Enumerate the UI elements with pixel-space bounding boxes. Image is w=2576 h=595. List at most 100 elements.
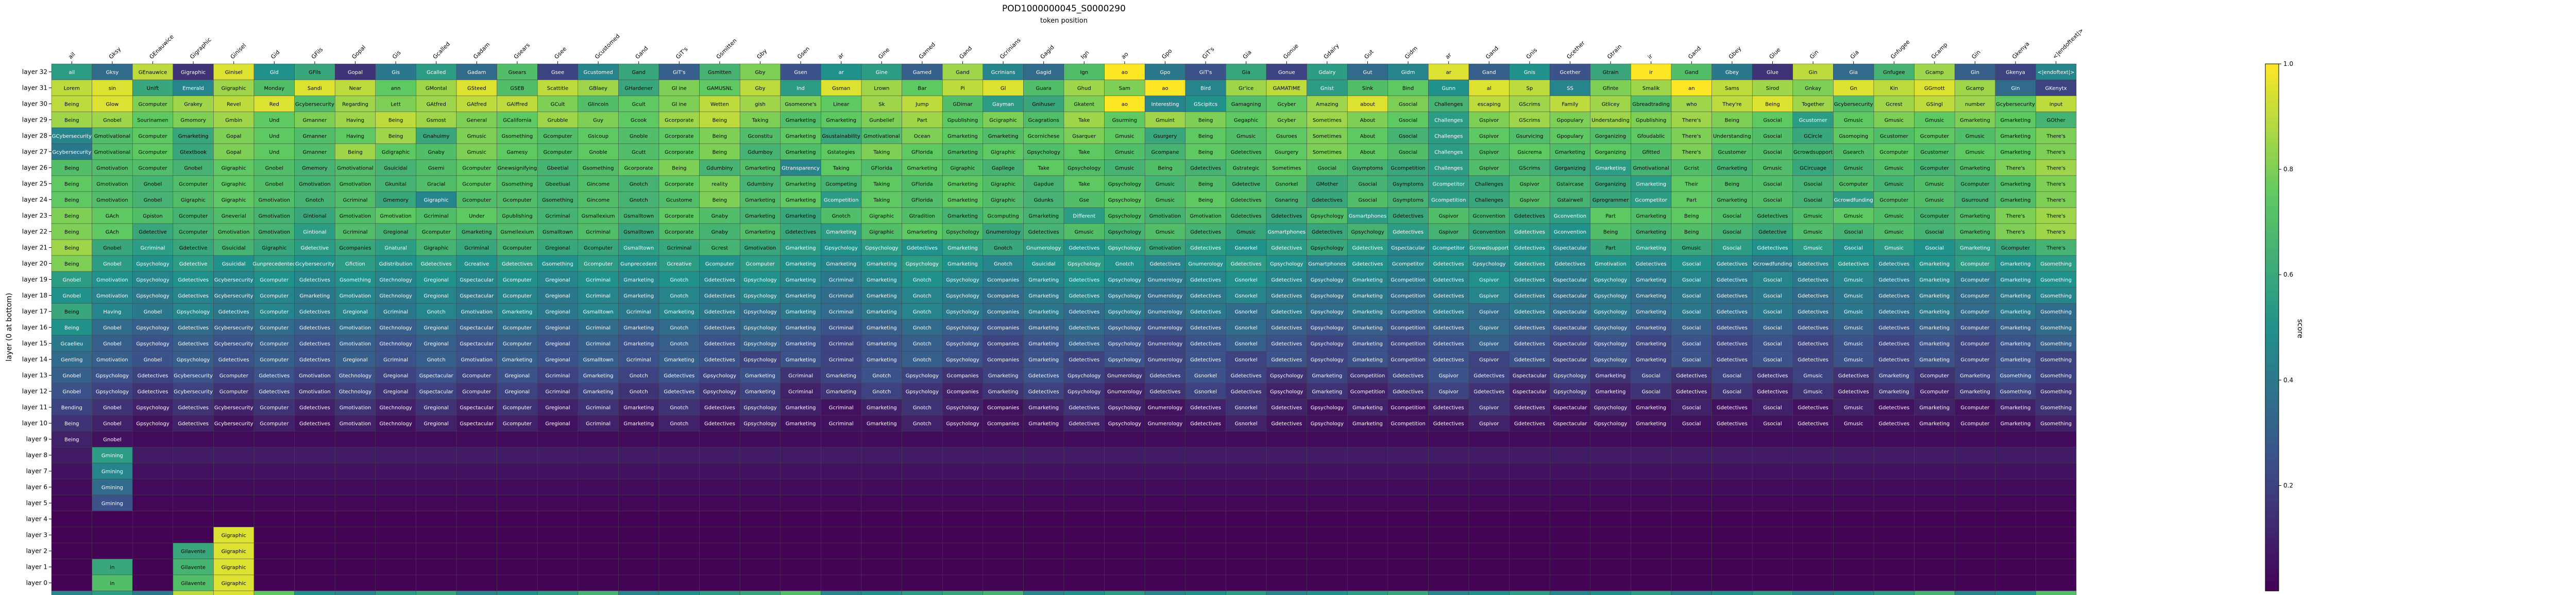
heatmap-cell xyxy=(92,95,133,112)
heatmap-cell xyxy=(1347,319,1388,336)
cell-token: Gmarketing xyxy=(745,166,775,172)
cell-token: Challenges xyxy=(1475,182,1503,188)
cell-token: Gin xyxy=(1971,70,1979,76)
heatmap-cell xyxy=(1144,590,1186,595)
heatmap-cell xyxy=(253,303,295,320)
heatmap-cell xyxy=(1631,463,1672,480)
x-axis-label: token position xyxy=(1040,17,1088,25)
heatmap-cell xyxy=(253,223,295,240)
heatmap-cell xyxy=(253,399,295,416)
heatmap-cell xyxy=(1307,239,1348,256)
x-tick-label: Gidm xyxy=(1403,45,1419,60)
cell-token: gish xyxy=(755,102,766,108)
heatmap-cell xyxy=(1307,590,1348,595)
heatmap-cell xyxy=(213,63,255,80)
heatmap-cell xyxy=(294,431,335,448)
cell-token: GSEB xyxy=(510,86,524,92)
x-tick-label: Gid xyxy=(269,49,281,60)
heatmap-cell xyxy=(861,303,902,320)
cell-token: Gcybersecurity xyxy=(214,342,253,347)
cell-token: Being xyxy=(348,150,362,156)
heatmap-cell xyxy=(1873,303,1914,320)
cell-token: Gdetectives xyxy=(299,326,330,331)
cell-token: Gmarketing xyxy=(2001,150,2031,156)
cell-token: Gmarketing xyxy=(1596,166,1626,172)
cell-token: Gcornichese xyxy=(1028,134,1060,140)
heatmap-cell xyxy=(1995,367,2036,384)
cell-token: Take xyxy=(1078,118,1090,124)
cell-token: Gmotivational xyxy=(863,134,900,140)
heatmap-cell xyxy=(1468,399,1510,416)
heatmap-cell xyxy=(982,399,1024,416)
y-tick-label: layer 11 xyxy=(22,404,47,411)
cell-token: Gcomputer xyxy=(503,246,532,251)
cell-token: Ghud xyxy=(1077,86,1091,92)
heatmap-cell xyxy=(861,175,902,192)
heatmap-cell xyxy=(578,574,619,591)
cell-token: Gcybersecurity xyxy=(295,102,334,108)
cell-token: Gmarketing xyxy=(786,214,816,219)
cell-token: Gdetectives xyxy=(1312,198,1343,203)
heatmap-cell xyxy=(1590,558,1631,575)
colorbar-segment xyxy=(2265,200,2279,207)
heatmap-cell xyxy=(1023,415,1064,432)
heatmap-cell xyxy=(1307,191,1348,208)
heatmap-cell xyxy=(375,159,416,176)
cell-token: Gia xyxy=(1242,70,1250,76)
cell-token: Gcomputer xyxy=(260,310,289,315)
cell-token: Gstrategic xyxy=(1233,166,1260,172)
heatmap-cell xyxy=(578,287,619,304)
heatmap-cell xyxy=(1549,415,1591,432)
heatmap-cell xyxy=(1063,79,1105,96)
heatmap-cell xyxy=(1023,95,1064,112)
heatmap-cell xyxy=(739,63,781,80)
cell-token: Gnotch xyxy=(427,310,446,315)
heatmap-cell xyxy=(1752,271,1793,288)
cell-token: Gcompetition xyxy=(1391,310,1425,315)
cell-token: Gcomputer xyxy=(1961,310,1990,315)
cell-token: Gsen xyxy=(794,70,807,76)
heatmap-cell xyxy=(2036,255,2077,272)
heatmap-cell xyxy=(1023,431,1064,448)
cell-token: Gcomputer xyxy=(503,342,532,347)
cell-token: GCircle xyxy=(1804,134,1822,140)
cell-token: Gcriminal xyxy=(586,294,611,299)
cell-token: Gcriminal xyxy=(829,421,854,427)
heatmap-cell xyxy=(1063,383,1105,400)
heatmap-cell xyxy=(1914,558,1955,575)
cell-token: Gdetectives xyxy=(1393,230,1423,235)
cell-token: Gspectacular xyxy=(1553,326,1588,331)
heatmap-cell xyxy=(1428,319,1469,336)
heatmap-cell xyxy=(942,191,984,208)
cell-token: Gdetectives xyxy=(1190,405,1221,411)
colorbar-segment xyxy=(2265,564,2279,570)
heatmap-cell xyxy=(1509,335,1550,352)
heatmap-cell xyxy=(253,95,295,112)
cell-token: Gpsychology xyxy=(1027,150,1060,156)
heatmap-cell xyxy=(253,542,295,559)
heatmap-cell xyxy=(92,526,133,543)
cell-token: Gpsychology xyxy=(1108,326,1141,331)
colorbar-segment xyxy=(2265,211,2279,217)
heatmap-cell xyxy=(821,383,862,400)
cell-token: Und xyxy=(269,150,279,156)
heatmap-cell xyxy=(253,479,295,496)
heatmap-cell xyxy=(739,111,781,128)
heatmap-cell xyxy=(1063,590,1105,595)
cell-token: Gcomputer xyxy=(1879,150,1909,156)
heatmap-cell xyxy=(658,526,700,543)
heatmap-cell xyxy=(1307,415,1348,432)
cell-token: Gamagning xyxy=(1231,102,1261,108)
cell-token: Gdetectives xyxy=(1717,405,1748,411)
x-tick-label: Gand xyxy=(958,45,973,60)
heatmap-cell xyxy=(982,335,1024,352)
heatmap-cell xyxy=(902,558,943,575)
cell-token: Gdetective xyxy=(301,246,329,251)
cell-token: Gnahuimy xyxy=(423,134,449,140)
cell-token: Gnfugee xyxy=(1883,70,1905,76)
cell-token: Taking xyxy=(873,150,890,156)
cell-token: Gnumerology xyxy=(1026,246,1061,251)
heatmap-cell xyxy=(1144,558,1186,575)
colorbar-segment xyxy=(2265,100,2279,107)
heatmap-cell xyxy=(1387,223,1429,240)
